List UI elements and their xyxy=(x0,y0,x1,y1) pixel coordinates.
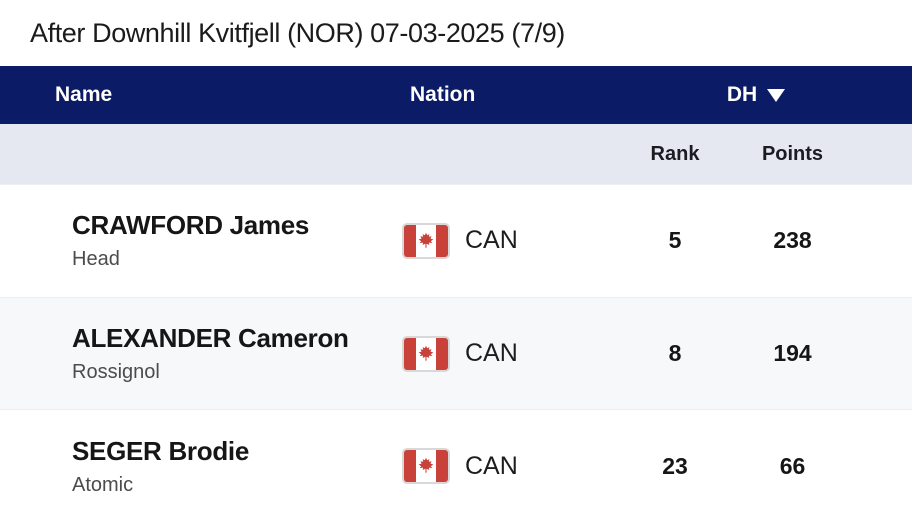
ski-brand: Head xyxy=(72,248,120,271)
rank-value: 8 xyxy=(668,340,682,366)
athlete-name: ALEXANDER Cameron xyxy=(72,323,349,353)
nation-code: CAN xyxy=(465,451,518,480)
maple-leaf-icon xyxy=(418,457,434,473)
nation-code: CAN xyxy=(465,226,518,255)
column-header-nation: Nation xyxy=(410,83,476,106)
points-value: 194 xyxy=(773,340,812,366)
athlete-cell: ALEXANDER Cameron Rossignol xyxy=(0,323,402,384)
athlete-cell: CRAWFORD James Head xyxy=(0,210,402,271)
canada-flag-icon xyxy=(402,448,450,485)
nation-cell: CAN xyxy=(402,222,620,259)
canada-flag-icon xyxy=(402,335,450,372)
points-value: 66 xyxy=(779,452,806,479)
column-header-discipline: DH xyxy=(726,83,758,106)
column-header-points: Points xyxy=(761,142,824,165)
rank-value: 23 xyxy=(662,452,688,479)
athlete-name: CRAWFORD James xyxy=(72,210,310,241)
column-header-name: Name xyxy=(55,83,113,106)
table-row: ALEXANDER Cameron Rossignol CAN 8 194 xyxy=(0,296,912,410)
maple-leaf-icon xyxy=(418,232,434,248)
ski-brand: Rossignol xyxy=(72,361,160,383)
table-subheader: Rank Points xyxy=(0,124,912,184)
page-title: After Downhill Kvitfjell (NOR) 07-03-202… xyxy=(30,17,565,48)
table-header: Name Nation DH xyxy=(0,66,912,124)
column-header-rank: Rank xyxy=(650,142,700,165)
canada-flag-icon xyxy=(402,222,450,259)
sort-descending-icon xyxy=(767,88,786,102)
nation-cell: CAN xyxy=(402,335,620,372)
discipline-sort-button[interactable]: DH xyxy=(726,83,786,107)
title-bar: After Downhill Kvitfjell (NOR) 07-03-202… xyxy=(0,0,912,66)
ski-brand: Atomic xyxy=(72,473,134,496)
nation-cell: CAN xyxy=(402,448,620,485)
table-row: SEGER Brodie Atomic CAN 23 66 xyxy=(0,409,912,522)
points-value: 238 xyxy=(773,227,812,254)
athlete-cell: SEGER Brodie Atomic xyxy=(0,436,402,497)
rank-value: 5 xyxy=(668,227,682,254)
table-row: CRAWFORD James Head CAN 5 238 xyxy=(0,184,912,297)
athlete-name: SEGER Brodie xyxy=(72,435,249,466)
nation-code: CAN xyxy=(465,339,518,367)
maple-leaf-icon xyxy=(418,345,434,361)
